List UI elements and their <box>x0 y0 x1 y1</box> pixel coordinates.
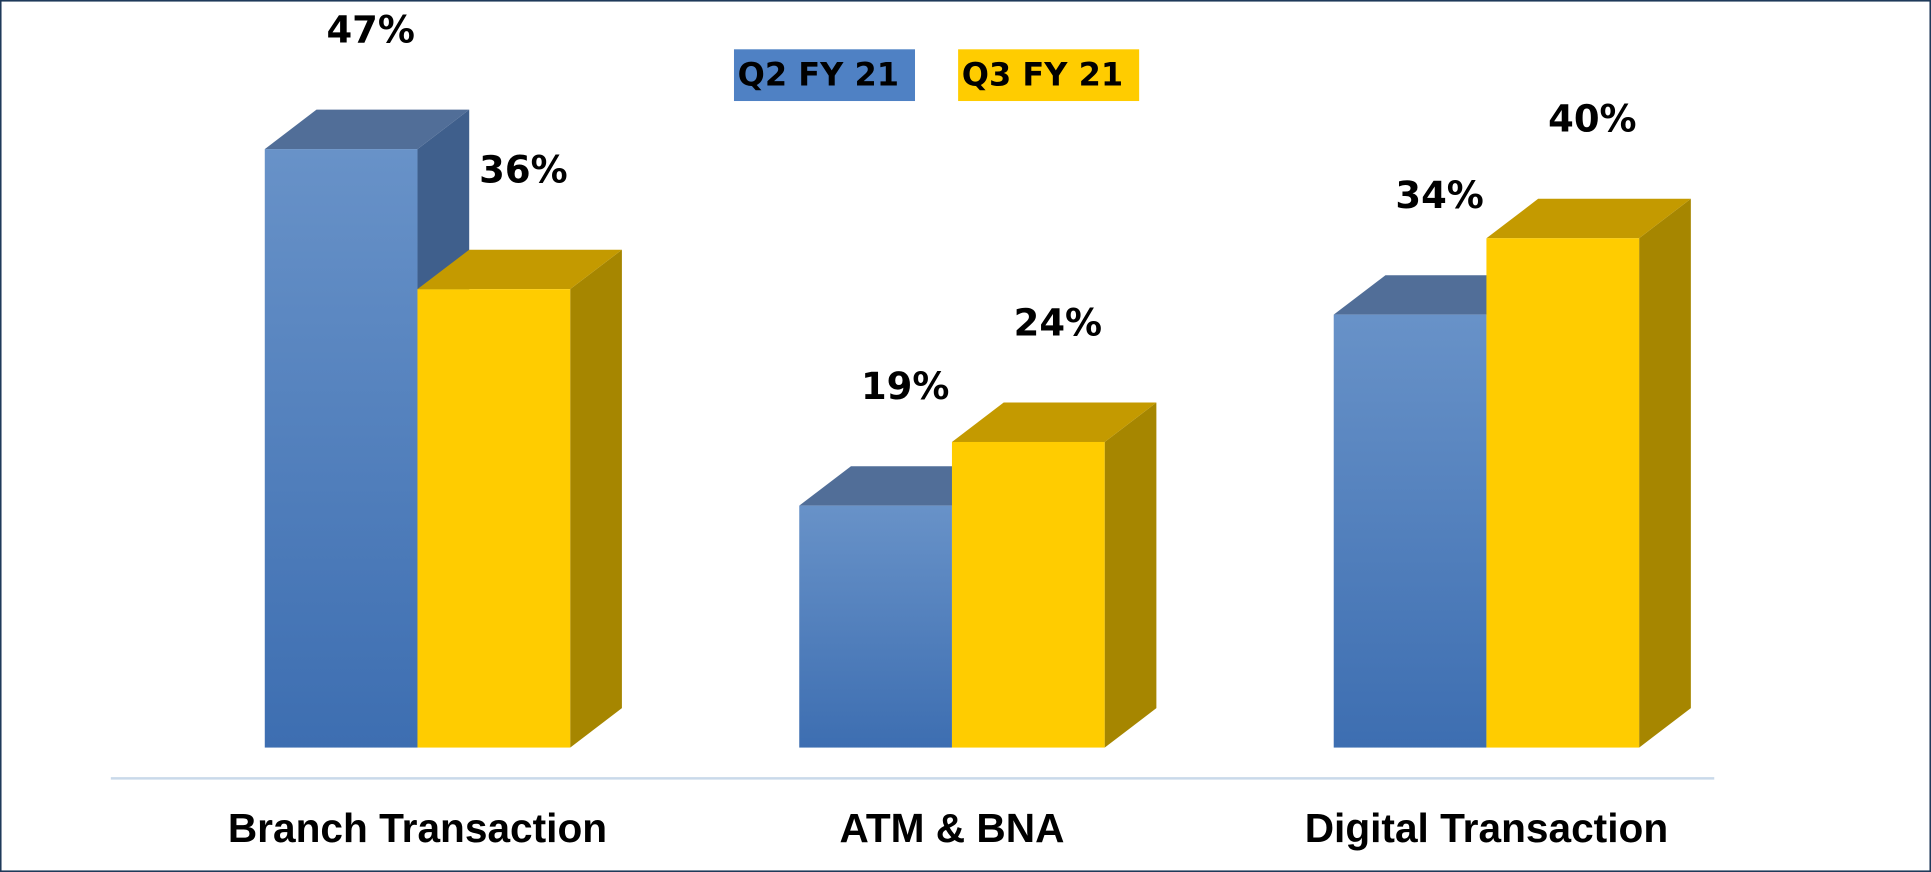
legend-label: Q3 FY 21 <box>962 55 1123 93</box>
legend-label: Q2 FY 21 <box>738 55 899 93</box>
bar-front <box>264 149 418 748</box>
data-label: 24% <box>1014 301 1102 344</box>
legend-swatch <box>958 49 1140 102</box>
data-label: 36% <box>479 149 567 192</box>
data-label: 19% <box>861 365 949 408</box>
bar-top <box>1486 198 1691 239</box>
bar-top <box>264 109 470 150</box>
data-label: 47% <box>326 9 414 52</box>
data-label: 40% <box>1548 98 1636 141</box>
x-tick-label: Digital Transaction <box>1305 805 1668 851</box>
data-label: 34% <box>1395 174 1483 217</box>
bar-front <box>417 289 571 748</box>
bar-front <box>1333 314 1487 748</box>
bar-front <box>1486 238 1640 748</box>
x-tick-label: ATM & BNA <box>840 805 1065 851</box>
bar-side <box>1639 198 1691 748</box>
legend-swatch <box>733 49 916 102</box>
bar-front <box>951 441 1105 748</box>
bar <box>1486 198 1691 748</box>
bar-top <box>417 249 622 290</box>
bar-side <box>570 249 622 748</box>
bar-top <box>951 402 1157 442</box>
bar-front <box>799 505 952 748</box>
bar <box>417 249 622 748</box>
x-tick-label: Branch Transaction <box>228 805 607 851</box>
bar-side <box>1104 402 1157 748</box>
bar <box>951 402 1157 748</box>
